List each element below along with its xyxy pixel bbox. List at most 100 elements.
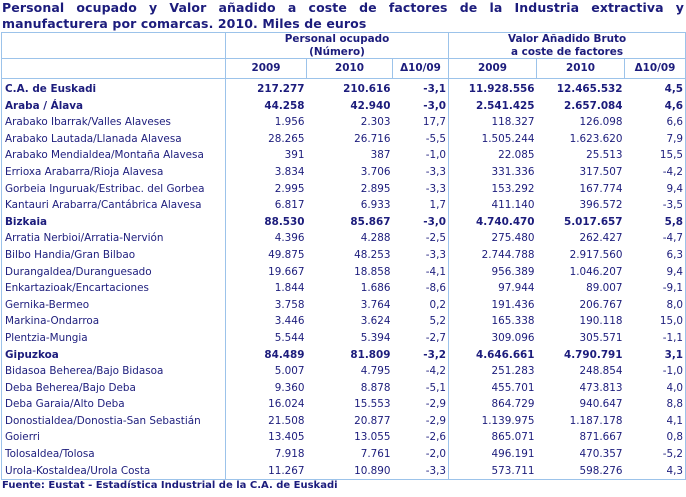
table-row: Bilbo Handia/Gran Bilbao 49.875 48.253 -3,3… — [1, 246, 686, 264]
cell-value: 13.405 — [268, 431, 305, 444]
cell-value: 309.096 — [491, 331, 535, 344]
cell-value: 0,2 — [392, 296, 450, 314]
table-title: Personal ocupado y Valor añadido a coste… — [2, 0, 684, 31]
row-label: Markina-Ondarroa — [1, 313, 226, 330]
cell-value: -8,6 — [392, 280, 450, 297]
cell-value: 84.489 — [264, 348, 305, 361]
cell-value: 7,9 — [666, 132, 684, 145]
row-label: Plentzia-Mungia — [1, 329, 226, 347]
cell-value: 0,8 — [666, 431, 684, 444]
cell-value: -2,5 — [392, 230, 450, 247]
cell-value: -5,2 — [662, 448, 684, 461]
cell-value: 206.767 — [579, 298, 623, 311]
table-row: C.A. de Euskadi 217.277 210.616 -3,1 11.928.… — [1, 78, 686, 98]
cell-value: -9,1 — [662, 282, 684, 295]
table-row: Durangaldea/Duranguesado 19.667 18.858 -4,1… — [1, 263, 686, 281]
row-label: Deba Beherea/Bajo Deba — [1, 379, 226, 397]
header-personal-ocupado: Personal ocupado (Número) — [225, 32, 450, 59]
cell-value: 16.024 — [268, 398, 305, 411]
cell-value: 6.933 — [360, 199, 391, 212]
cell-value: -3,1 — [392, 78, 450, 98]
table-row: Gipuzkoa 84.489 81.809 -3,2 4.646.661 4.790.7… — [1, 346, 686, 364]
col-header: 2009 — [225, 58, 307, 79]
cell-value: 3.764 — [360, 298, 391, 311]
cell-value: -3,3 — [392, 180, 450, 198]
cell-value: 1.956 — [274, 116, 305, 129]
cell-value: -3,3 — [392, 462, 450, 480]
cell-value: 956.389 — [491, 265, 535, 278]
cell-value: -5,1 — [392, 379, 450, 397]
col-header: Δ10/09 — [624, 58, 686, 79]
row-label: Urola-Kostaldea/Urola Costa — [1, 462, 226, 480]
cell-value: 305.571 — [579, 331, 623, 344]
cell-value: 411.140 — [491, 199, 535, 212]
cell-value: 217.277 — [257, 83, 305, 95]
cell-value: 20.877 — [354, 414, 391, 427]
cell-value: 1.139.975 — [481, 414, 535, 427]
cell-value: 9,4 — [666, 265, 684, 278]
row-label: Errioxa Arabarra/Rioja Alavesa — [1, 163, 226, 181]
cell-value: 1,7 — [392, 197, 450, 214]
table-row: Goierri 13.405 13.055 -2,6 865.071 871.667 0,8 — [1, 429, 686, 447]
cell-value: 89.007 — [586, 282, 623, 295]
table-row: Kantauri Arabarra/Cantábrica Alavesa 6.81… — [1, 197, 686, 214]
table-row: Bizkaia 88.530 85.867 -3,0 4.740.470 5.017.65… — [1, 213, 686, 231]
cell-value: 864.729 — [491, 398, 535, 411]
header-valor-anadido: Valor Añadido Bruto a coste de factores — [507, 33, 627, 58]
table-row: Enkartazioak/Encartaciones 1.844 1.686 -8,6… — [1, 280, 686, 297]
cell-value: 4.740.470 — [476, 215, 535, 228]
cell-value: 19.667 — [268, 265, 305, 278]
cell-value: 4.288 — [360, 232, 391, 245]
table-row: Arratia Nerbioi/Arratia-Nervión 4.396 4.28… — [1, 230, 686, 247]
cell-value: 4,3 — [666, 464, 684, 477]
cell-value: 387 — [370, 149, 391, 162]
cell-value: 4,1 — [666, 414, 684, 427]
cell-value: 3.758 — [274, 298, 305, 311]
table-row: Plentzia-Mungia 5.544 5.394 -2,7 309.096 305.… — [1, 329, 686, 347]
row-label: Bizkaia — [1, 213, 226, 231]
cell-value: -3,0 — [392, 97, 450, 115]
cell-value: 1.623.620 — [569, 132, 623, 145]
cell-value: 940.647 — [579, 398, 623, 411]
row-label: Gorbeia Inguruak/Estribac. del Gorbea — [1, 180, 226, 198]
source-note: Fuente: Eustat - Estadística Industrial … — [2, 480, 338, 491]
row-label: Arabako Lautada/Llanada Alavesa — [1, 130, 226, 148]
cell-value: -1,1 — [662, 331, 684, 344]
cell-value: -3,3 — [392, 246, 450, 264]
cell-value: 4,6 — [664, 99, 684, 112]
table-row: Deba Garaia/Alto Deba 16.024 15.553 -2,9 864… — [1, 396, 686, 413]
cell-value: 1.046.207 — [569, 265, 623, 278]
table-row: Markina-Ondarroa 3.446 3.624 5,2 165.338 190.… — [1, 313, 686, 330]
cell-value: -4,2 — [662, 165, 684, 178]
cell-value: 26.716 — [354, 132, 391, 145]
cell-value: 2.895 — [360, 182, 391, 195]
table-row: Araba / Álava 44.258 42.940 -3,0 2.541.425 2.… — [1, 97, 686, 115]
table-row: Arabako Mendialdea/Montaña Alavesa 391 387… — [1, 147, 686, 164]
row-label: Bidasoa Beherea/Bajo Bidasoa — [1, 363, 226, 380]
cell-value: 2.744.788 — [481, 248, 535, 261]
row-label: C.A. de Euskadi — [1, 78, 226, 98]
cell-value: 1.686 — [360, 282, 391, 295]
cell-value: 42.940 — [350, 99, 391, 112]
cell-value: 5.017.657 — [564, 215, 623, 228]
cell-value: 2.917.560 — [569, 248, 623, 261]
cell-value: 5.394 — [360, 331, 391, 344]
row-label: Gipuzkoa — [1, 346, 226, 364]
header-blank — [1, 32, 226, 59]
cell-value: 210.616 — [343, 83, 391, 95]
cell-value: 3.706 — [360, 165, 391, 178]
cell-value: 5,2 — [392, 313, 450, 330]
cell-value: -4,7 — [662, 232, 684, 245]
cell-value: -1,0 — [392, 147, 450, 164]
cell-value: 4.790.791 — [564, 348, 623, 361]
col-header: 2009 — [448, 58, 538, 79]
cell-value: -2,9 — [392, 412, 450, 430]
cell-value: 15.553 — [354, 398, 391, 411]
cell-value: 275.480 — [491, 232, 535, 245]
cell-value: 10.890 — [354, 464, 391, 477]
cell-value: 44.258 — [264, 99, 305, 112]
row-label: Gernika-Bermeo — [1, 296, 226, 314]
cell-value: 126.098 — [579, 116, 623, 129]
cell-value: 2.995 — [274, 182, 305, 195]
cell-value: 3.446 — [274, 315, 305, 328]
